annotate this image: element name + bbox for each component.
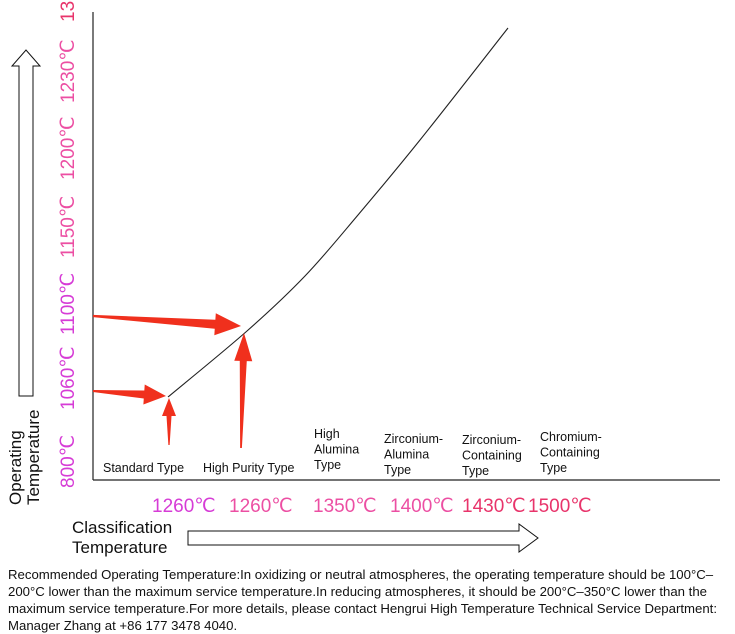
y-tick-label: 1230℃	[58, 39, 79, 103]
x-axis-arrow	[187, 523, 539, 553]
category-label: Type	[540, 461, 567, 475]
y-tick-label: 1350℃	[58, 0, 79, 22]
category-label: Type	[462, 464, 489, 478]
category-label: Chromium-	[540, 430, 602, 444]
y-axis-label-line-2: Temperature	[24, 410, 43, 505]
category-label: Type	[314, 458, 341, 472]
x-tick-label: 1400℃	[390, 496, 454, 517]
horizontal-arrow-standard	[92, 384, 166, 405]
category-label: Alumina	[314, 443, 359, 457]
x-tick-labels: 1260℃ 1260℃ 1350℃ 1400℃ 1430℃ 1500℃	[152, 496, 592, 517]
y-axis-label: Operating Temperature	[6, 410, 43, 505]
category-labels: Standard Type High Purity Type High Alumina…	[103, 427, 602, 478]
recommendation-note: Recommended Operating Temperature:In oxi…	[8, 567, 718, 633]
category-label: Alumina	[384, 448, 429, 462]
category-label: Containing	[540, 446, 600, 460]
chart: Operating Temperature Classification Tem…	[6, 0, 720, 557]
x-tick-label: 1260℃	[229, 496, 293, 517]
category-label: Zirconium-	[384, 432, 443, 446]
category-label: High	[314, 427, 340, 441]
horizontal-arrow-high-purity	[92, 313, 241, 336]
y-axis-arrow	[10, 49, 42, 397]
y-tick-label: 1200℃	[58, 116, 79, 180]
y-tick-label: 800℃	[58, 435, 79, 488]
x-tick-label: 1430℃	[462, 496, 526, 517]
x-tick-label: 1500℃	[528, 496, 592, 517]
operating-temperature-curve	[167, 27, 509, 398]
category-label: Containing	[462, 449, 522, 463]
x-axis-label-line-1: Classification	[72, 518, 172, 537]
category-label: Type	[384, 463, 411, 477]
y-tick-label: 1060℃	[58, 346, 79, 410]
y-axis-label-line-1: Operating	[6, 430, 25, 505]
category-label: Zirconium-	[462, 433, 521, 447]
x-axis-label: Classification Temperature	[72, 518, 172, 557]
category-label: Standard Type	[103, 461, 184, 475]
y-tick-labels: 800℃ 1060℃ 1100℃ 1150℃ 1200℃ 1230℃ 1350℃	[58, 0, 79, 488]
y-tick-label: 1150℃	[58, 196, 79, 258]
x-axis-label-line-2: Temperature	[72, 538, 167, 557]
annotation-arrows	[92, 313, 253, 449]
category-label: High Purity Type	[203, 461, 295, 475]
x-tick-label: 1260℃	[152, 496, 216, 517]
y-tick-label: 1100℃	[58, 273, 79, 335]
vertical-arrow-high-purity	[234, 333, 253, 449]
x-tick-label: 1350℃	[313, 496, 377, 517]
vertical-arrow-standard	[162, 398, 176, 445]
